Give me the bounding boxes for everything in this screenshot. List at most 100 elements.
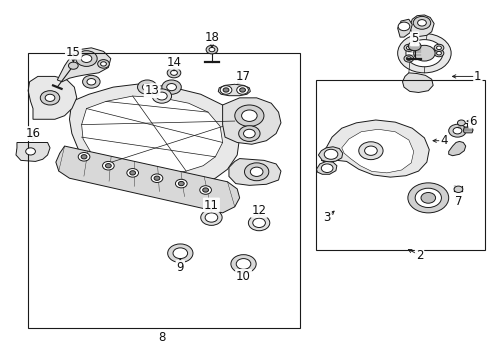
Polygon shape: [397, 19, 411, 37]
Text: 17: 17: [236, 70, 250, 83]
Polygon shape: [409, 15, 433, 36]
Polygon shape: [218, 84, 250, 96]
Circle shape: [252, 218, 265, 228]
Circle shape: [223, 88, 228, 92]
Circle shape: [170, 70, 177, 75]
Bar: [28, 53, 300, 328]
Text: 10: 10: [236, 270, 250, 283]
Circle shape: [406, 46, 410, 50]
Circle shape: [244, 163, 268, 181]
Text: 5: 5: [410, 32, 418, 45]
Circle shape: [433, 44, 443, 51]
Circle shape: [200, 186, 211, 194]
Circle shape: [154, 176, 160, 180]
Text: 6: 6: [468, 114, 476, 127]
Circle shape: [238, 126, 260, 141]
Text: 8: 8: [158, 331, 165, 344]
Text: 3: 3: [323, 211, 330, 224]
Circle shape: [68, 62, 78, 69]
Circle shape: [167, 68, 181, 78]
Polygon shape: [462, 127, 472, 133]
Circle shape: [156, 92, 167, 100]
Polygon shape: [57, 48, 111, 82]
Circle shape: [250, 167, 263, 176]
Circle shape: [452, 127, 461, 134]
Polygon shape: [222, 98, 281, 144]
Polygon shape: [81, 96, 222, 175]
Circle shape: [152, 89, 171, 103]
Circle shape: [76, 51, 97, 66]
Polygon shape: [318, 147, 342, 162]
Circle shape: [137, 80, 157, 94]
Polygon shape: [28, 76, 77, 119]
Circle shape: [243, 129, 255, 138]
Circle shape: [78, 153, 90, 161]
Circle shape: [142, 84, 152, 91]
Polygon shape: [341, 129, 413, 173]
Circle shape: [453, 186, 462, 193]
Circle shape: [230, 255, 256, 273]
Circle shape: [202, 188, 208, 192]
Polygon shape: [448, 141, 465, 156]
Circle shape: [101, 62, 106, 66]
Circle shape: [129, 171, 135, 175]
Circle shape: [405, 40, 442, 67]
Circle shape: [105, 163, 111, 168]
Text: 18: 18: [204, 31, 219, 44]
Circle shape: [220, 86, 231, 94]
Circle shape: [81, 155, 87, 159]
Text: 4: 4: [439, 134, 447, 147]
Circle shape: [407, 41, 420, 51]
Circle shape: [87, 78, 96, 85]
Circle shape: [436, 46, 441, 50]
Circle shape: [204, 213, 217, 222]
Circle shape: [236, 258, 250, 269]
Circle shape: [321, 164, 332, 172]
Circle shape: [40, 91, 60, 105]
Circle shape: [178, 181, 184, 186]
Circle shape: [151, 174, 163, 183]
Circle shape: [239, 88, 245, 92]
Circle shape: [358, 142, 382, 159]
Circle shape: [81, 55, 92, 63]
Circle shape: [413, 45, 434, 61]
Circle shape: [241, 110, 257, 121]
Circle shape: [414, 188, 441, 207]
Text: 16: 16: [25, 127, 41, 140]
Circle shape: [201, 210, 222, 225]
Circle shape: [162, 80, 181, 94]
Polygon shape: [316, 161, 336, 174]
Circle shape: [420, 193, 435, 203]
Circle shape: [406, 57, 410, 60]
Circle shape: [412, 17, 430, 29]
Polygon shape: [16, 143, 50, 161]
Text: 15: 15: [66, 46, 81, 59]
Polygon shape: [402, 73, 432, 93]
Circle shape: [324, 149, 337, 159]
Circle shape: [45, 94, 55, 102]
Circle shape: [433, 50, 443, 57]
Circle shape: [175, 179, 187, 188]
Polygon shape: [56, 146, 239, 213]
Text: 9: 9: [176, 261, 183, 274]
Polygon shape: [69, 84, 239, 187]
Circle shape: [26, 148, 35, 155]
Circle shape: [448, 124, 465, 137]
Text: 2: 2: [415, 248, 423, 261]
Polygon shape: [321, 120, 428, 177]
Circle shape: [236, 86, 248, 94]
Circle shape: [403, 55, 413, 62]
Circle shape: [208, 48, 214, 52]
Circle shape: [173, 248, 187, 258]
Text: 12: 12: [251, 204, 266, 217]
Circle shape: [82, 75, 100, 88]
Text: 14: 14: [166, 55, 181, 69]
Text: 11: 11: [203, 198, 219, 212]
Text: 7: 7: [454, 195, 461, 208]
Circle shape: [436, 51, 441, 55]
Bar: [316, 80, 484, 249]
Circle shape: [457, 120, 464, 126]
Circle shape: [364, 146, 376, 156]
Circle shape: [397, 33, 450, 73]
Circle shape: [205, 45, 217, 54]
